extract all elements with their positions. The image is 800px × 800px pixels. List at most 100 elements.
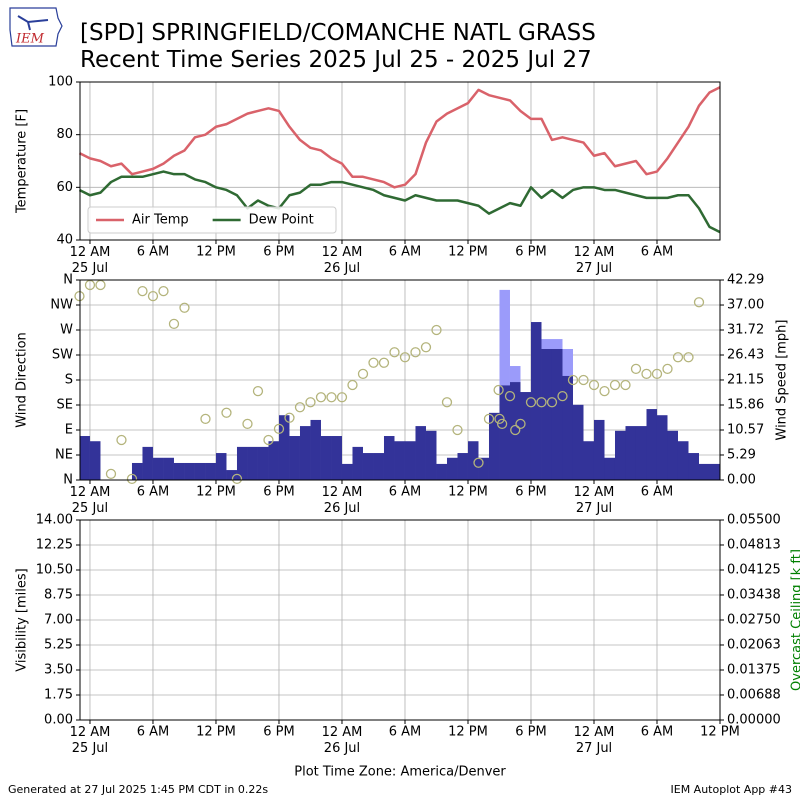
x-tick-label: 12 AM 25 Jul xyxy=(70,485,111,516)
direction-point xyxy=(620,379,631,391)
direction-point xyxy=(651,368,663,380)
y-tick-label: 12.25 xyxy=(36,538,73,553)
direction-point xyxy=(305,397,316,408)
y2-tick-label: 0.03438 xyxy=(727,587,781,602)
legend: Air Temp Dew Point xyxy=(87,206,337,234)
wind-bar xyxy=(299,426,311,480)
direction-point xyxy=(326,392,337,403)
direction-point xyxy=(105,468,117,480)
wind-bar xyxy=(278,415,290,480)
direction-point xyxy=(137,285,148,297)
wind-bar xyxy=(142,446,153,480)
direction-point xyxy=(473,457,484,468)
logo-text: IEM xyxy=(15,32,45,47)
y-tick-label: 100 xyxy=(48,75,73,90)
wind-bar xyxy=(310,419,321,480)
direction-point xyxy=(347,379,358,391)
direction-point xyxy=(546,397,558,408)
x-tick-label: 12 AM 25 Jul xyxy=(70,725,111,756)
wind-bar xyxy=(625,426,636,480)
footer-left: Generated at 27 Jul 2025 1:45 PM CDT in … xyxy=(8,783,268,796)
y-tick-label: NW xyxy=(50,298,73,313)
wind-bar xyxy=(373,453,384,480)
wind-bar xyxy=(320,436,332,480)
y-tick-label: NE xyxy=(55,448,73,463)
direction-point xyxy=(168,318,180,330)
logo-mark xyxy=(17,15,49,31)
y-tick-label: E xyxy=(65,423,73,438)
wind-bar xyxy=(478,457,489,480)
wind-bar xyxy=(152,457,164,480)
x-tick-label: 6 AM xyxy=(137,245,170,260)
y2-tick-label: 0.05500 xyxy=(727,513,781,528)
plot-frame xyxy=(79,279,721,481)
direction-point xyxy=(515,418,526,430)
direction-point xyxy=(683,352,694,363)
logo-outline xyxy=(9,7,63,47)
wind-bar xyxy=(499,289,510,480)
x-tick-label: 12 PM xyxy=(448,485,488,500)
wind-bar xyxy=(331,436,342,480)
y2-tick-label: 31.72 xyxy=(727,322,764,337)
wind-bar xyxy=(583,441,594,480)
direction-point xyxy=(494,413,505,425)
wind-bar xyxy=(341,463,353,480)
y-tick-label: SW xyxy=(52,348,73,363)
y-axis-label: Visibility [miles] xyxy=(15,568,30,671)
x-tick-label: 6 AM xyxy=(641,245,674,260)
wind-bar xyxy=(509,382,521,480)
y2-tick-label: 0.04125 xyxy=(727,563,781,578)
direction-point xyxy=(158,285,169,297)
direction-point xyxy=(74,290,85,302)
direction-point xyxy=(294,402,306,413)
y2-tick-label: 0.00000 xyxy=(727,713,781,728)
wind-bar xyxy=(709,463,720,480)
plot-frame xyxy=(79,519,721,721)
wind-bar xyxy=(656,415,668,480)
wind-bar xyxy=(352,446,363,480)
wind-bar xyxy=(79,436,90,480)
direction-point xyxy=(336,392,348,403)
direction-point xyxy=(662,363,673,375)
direction-point xyxy=(483,413,495,425)
wind-bar xyxy=(446,457,458,480)
y2-tick-label: 37.00 xyxy=(727,298,764,313)
direction-point xyxy=(231,473,243,485)
x-tick-label: 12 PM xyxy=(448,245,488,260)
y-tick-label: 3.50 xyxy=(44,663,73,678)
legend-box xyxy=(87,206,337,234)
wind-bar xyxy=(551,348,563,480)
x-tick-label: 12 AM 27 Jul xyxy=(574,485,615,516)
wind-bar xyxy=(499,385,510,480)
x-tick-label: 6 AM xyxy=(137,725,170,740)
y-tick-label: 10.50 xyxy=(36,563,73,578)
y2-tick-label: 21.15 xyxy=(727,372,764,387)
wind-bar xyxy=(362,453,374,480)
y2-tick-label: 15.86 xyxy=(727,397,764,412)
legend-label: Dew Point xyxy=(249,213,314,228)
wind-bar xyxy=(289,436,300,480)
x-tick-label: 12 PM xyxy=(196,485,236,500)
y-tick-label: 7.00 xyxy=(44,613,73,628)
y2-tick-label: 0.02063 xyxy=(727,637,781,652)
wind-bar xyxy=(593,419,605,480)
y-tick-label: 5.25 xyxy=(44,638,73,653)
y-tick-label: 0.00 xyxy=(44,713,73,728)
direction-point xyxy=(452,424,463,436)
direction-point xyxy=(399,352,411,363)
direction-point xyxy=(221,407,232,418)
x-tick-label: 6 PM xyxy=(263,725,294,740)
wind-bar xyxy=(688,453,699,480)
y-tick-label: 60 xyxy=(56,180,73,195)
direction-point xyxy=(504,390,516,402)
direction-point xyxy=(179,302,190,313)
direction-point xyxy=(536,397,547,408)
wind-bar xyxy=(530,322,542,480)
x-tick-label: 12 AM 26 Jul xyxy=(322,485,363,516)
wind-bar xyxy=(394,441,405,480)
y2-axis-label: Overcast Ceiling [k ft] xyxy=(790,549,800,691)
direction-point xyxy=(578,374,589,386)
x-tick-label: 6 AM xyxy=(641,485,674,500)
